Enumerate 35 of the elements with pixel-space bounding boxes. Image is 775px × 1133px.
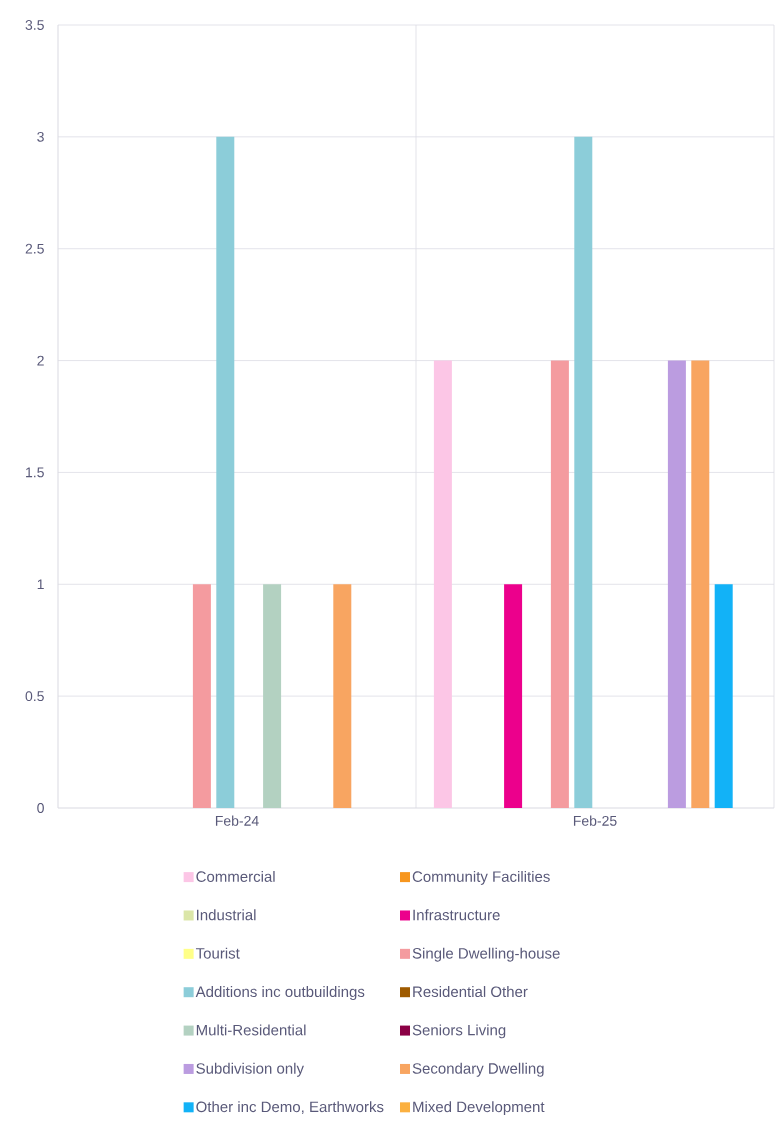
legend-label: Tourist bbox=[195, 947, 240, 959]
bar bbox=[550, 360, 569, 808]
legend-label: Industrial bbox=[197, 909, 256, 921]
legend-label: Residential Other bbox=[413, 986, 528, 998]
bar bbox=[574, 136, 593, 808]
bar bbox=[714, 584, 733, 808]
y-tick-label: 3.5 bbox=[25, 20, 44, 30]
y-tick-label: 2 bbox=[37, 355, 44, 366]
x-tick-label: Feb-24 bbox=[215, 815, 259, 826]
bar bbox=[691, 360, 710, 808]
bar bbox=[192, 584, 211, 808]
bar bbox=[263, 584, 282, 808]
y-tick-label: 3 bbox=[37, 131, 44, 142]
legend-label: Community Facilities bbox=[412, 870, 550, 885]
bar bbox=[433, 360, 452, 808]
legend-label: Mixed Development bbox=[413, 1101, 545, 1116]
legend-label: Seniors Living bbox=[412, 1024, 506, 1039]
x-tick-label: Feb-25 bbox=[573, 815, 617, 826]
y-tick-label: 1.5 bbox=[26, 467, 44, 478]
bar bbox=[216, 136, 235, 808]
y-tick-label: 1 bbox=[37, 579, 44, 590]
bar bbox=[667, 360, 686, 808]
y-tick-label: 2.5 bbox=[25, 243, 44, 254]
legend-label: Single Dwelling-house bbox=[412, 947, 560, 962]
legend-label: Commercial bbox=[196, 870, 275, 882]
legend-label: Other inc Demo, Earthworks bbox=[196, 1101, 384, 1114]
legend-label: Multi-Residential bbox=[196, 1024, 306, 1036]
legend-label: Subdivision only bbox=[196, 1062, 304, 1077]
y-tick-label: 0 bbox=[37, 803, 44, 813]
legend-label: Infrastructure bbox=[413, 909, 500, 921]
bar bbox=[333, 584, 352, 808]
legend-label: Additions inc outbuildings bbox=[195, 986, 365, 1000]
y-tick-label: 0.5 bbox=[25, 691, 44, 702]
bar bbox=[504, 584, 523, 808]
legend-label: Secondary Dwelling bbox=[412, 1062, 544, 1077]
